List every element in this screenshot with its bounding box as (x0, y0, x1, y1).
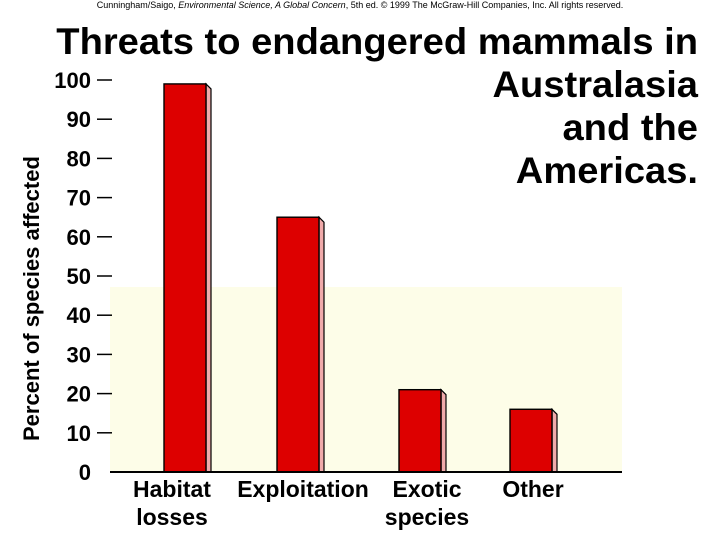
title-line-2: Australasia (492, 64, 698, 105)
y-tick-label: 30 (67, 342, 91, 367)
y-tick-label: 20 (67, 382, 91, 407)
y-axis: 0 10 20 30 40 50 60 70 80 90 100 (54, 68, 112, 485)
credit-authors: Cunningham/Saigo, (96, 0, 179, 10)
bar (163, 82, 212, 473)
bar-side (551, 407, 558, 473)
y-tick-label: 100 (54, 68, 91, 93)
x-axis-labels: Habitat losses Exploitation Exotic species Ot… (133, 476, 564, 530)
copyright-credit: Cunningham/Saigo, Environmental Science,… (0, 0, 720, 11)
x-category-label: Exotic species (385, 476, 469, 530)
y-tick-label: 0 (79, 460, 91, 485)
bar-side (318, 215, 325, 473)
title-line-3: and the (562, 107, 698, 148)
bar (509, 407, 558, 473)
x-category-label: Exploitation (237, 476, 369, 502)
chart-title: Threats to endangered mammals in Austral… (0, 20, 698, 192)
bar-side (205, 82, 212, 473)
bar-side (440, 388, 447, 473)
credit-rest: , 5th ed. © 1999 The McGraw-Hill Compani… (345, 0, 624, 10)
title-line-1: Threats to endangered mammals in (56, 21, 699, 62)
title-line-4: Americas. (515, 150, 698, 191)
x-category-label: Other (502, 476, 563, 502)
y-axis-label: Percent of species affected (19, 156, 44, 441)
y-tick-label: 60 (67, 225, 91, 250)
y-tick-label: 70 (67, 186, 91, 211)
credit-book-title: Environmental Science, A Global Concern (178, 0, 346, 10)
bar-face (398, 388, 442, 473)
bar-face (163, 83, 207, 473)
bar (398, 388, 447, 473)
bar-face (509, 408, 553, 473)
y-tick-label: 10 (67, 421, 91, 446)
x-category-label: Habitat losses (133, 476, 211, 530)
y-tick-label: 80 (67, 146, 91, 171)
y-tick-label: 40 (67, 303, 91, 328)
bar-face (276, 216, 320, 473)
y-tick-label: 50 (67, 264, 91, 289)
bar (276, 215, 325, 473)
y-tick-label: 90 (67, 107, 91, 132)
